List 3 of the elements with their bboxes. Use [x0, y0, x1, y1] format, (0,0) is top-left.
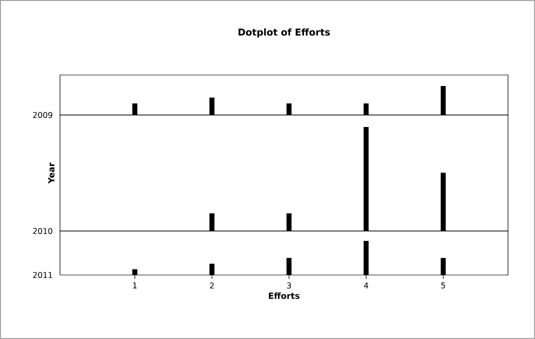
x-axis-title: Efforts	[268, 292, 300, 299]
y-axis-title: Year	[48, 162, 54, 184]
chart-title: Dotplot of Efforts	[238, 28, 330, 38]
